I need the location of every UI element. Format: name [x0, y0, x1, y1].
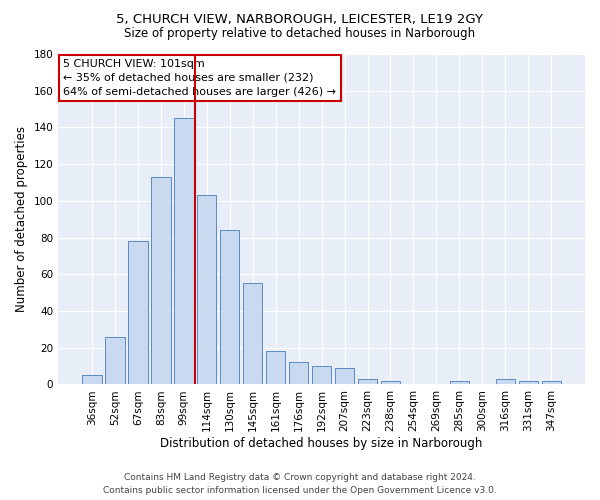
Bar	[82, 376, 101, 384]
Bar	[289, 362, 308, 384]
Bar	[220, 230, 239, 384]
Bar	[128, 242, 148, 384]
Bar	[266, 352, 286, 384]
Bar	[381, 381, 400, 384]
Bar	[542, 381, 561, 384]
Text: Size of property relative to detached houses in Narborough: Size of property relative to detached ho…	[124, 28, 476, 40]
Bar	[243, 284, 262, 384]
Bar	[312, 366, 331, 384]
Bar	[449, 381, 469, 384]
Text: Contains HM Land Registry data © Crown copyright and database right 2024.
Contai: Contains HM Land Registry data © Crown c…	[103, 474, 497, 495]
Bar	[358, 379, 377, 384]
Bar	[174, 118, 194, 384]
Bar	[518, 381, 538, 384]
X-axis label: Distribution of detached houses by size in Narborough: Distribution of detached houses by size …	[160, 437, 483, 450]
Text: 5, CHURCH VIEW, NARBOROUGH, LEICESTER, LE19 2GY: 5, CHURCH VIEW, NARBOROUGH, LEICESTER, L…	[116, 12, 484, 26]
Bar	[105, 336, 125, 384]
Bar	[496, 379, 515, 384]
Bar	[197, 196, 217, 384]
Bar	[335, 368, 355, 384]
Bar	[151, 177, 170, 384]
Y-axis label: Number of detached properties: Number of detached properties	[15, 126, 28, 312]
Text: 5 CHURCH VIEW: 101sqm
← 35% of detached houses are smaller (232)
64% of semi-det: 5 CHURCH VIEW: 101sqm ← 35% of detached …	[64, 59, 337, 97]
